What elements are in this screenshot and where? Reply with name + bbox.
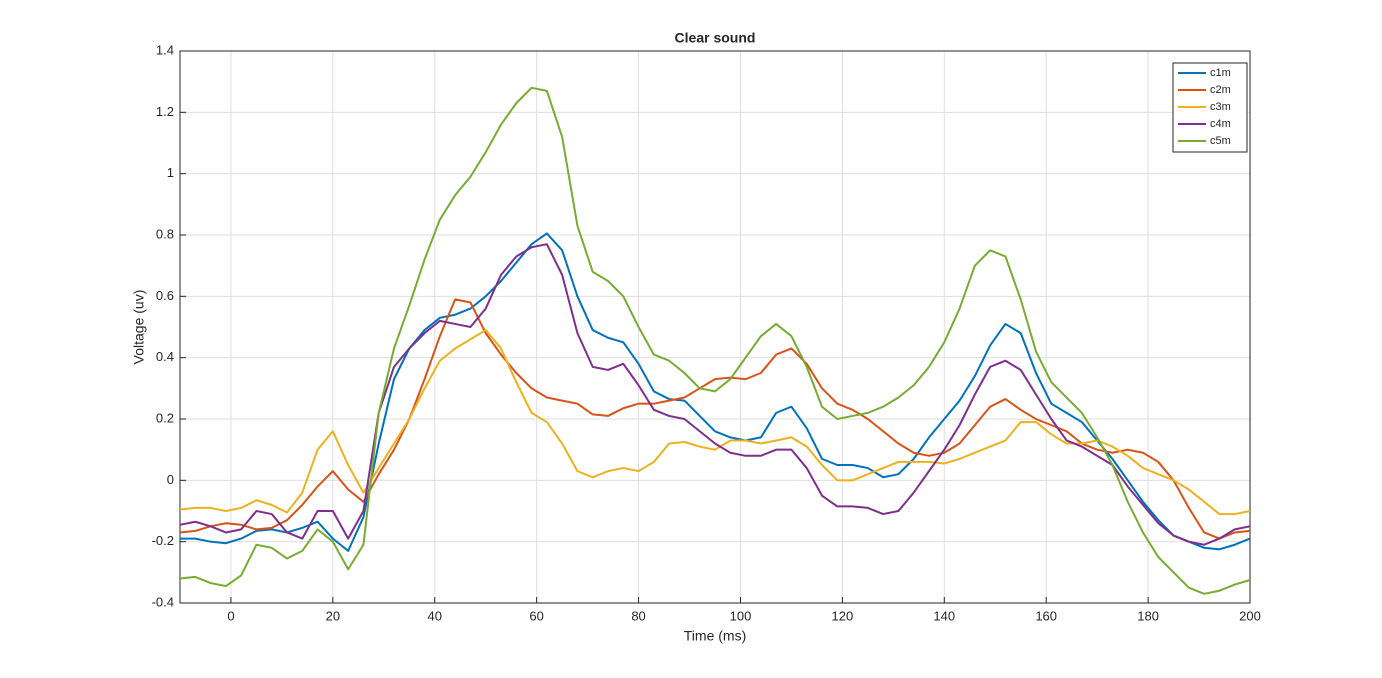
y-tick-label: 1 xyxy=(167,165,174,180)
y-tick-label: 0.4 xyxy=(156,349,174,364)
x-tick-label: 100 xyxy=(730,608,752,623)
y-tick-label: 1.2 xyxy=(156,104,174,119)
legend-label: c4m xyxy=(1210,118,1231,130)
series-line xyxy=(179,86,1251,595)
series-line xyxy=(180,232,1251,552)
y-tick-label: -0.4 xyxy=(152,594,174,609)
x-tick-label: 20 xyxy=(326,608,340,623)
y-tick-label: 0.6 xyxy=(156,288,174,303)
x-tick-label: 60 xyxy=(529,608,543,623)
legend-label: c5m xyxy=(1210,135,1231,147)
y-tick-label: 0.2 xyxy=(156,410,174,425)
x-tick-label: 120 xyxy=(832,608,854,623)
legend-label: c3m xyxy=(1210,101,1231,113)
x-tick-label: 160 xyxy=(1035,608,1057,623)
x-axis-label: Time (ms) xyxy=(684,628,746,644)
series-line xyxy=(179,243,1251,546)
legend-label: c1m xyxy=(1210,67,1231,79)
x-tick-label: 80 xyxy=(631,608,645,623)
series-line xyxy=(179,298,1251,540)
x-tick-label: 180 xyxy=(1137,608,1159,623)
plot-area xyxy=(180,51,1250,603)
y-tick-label: 0.8 xyxy=(156,226,174,241)
y-tick-label: 0 xyxy=(167,472,174,487)
axes-box xyxy=(179,50,1251,604)
chart-title: Clear sound xyxy=(675,30,756,46)
legend-label: c2m xyxy=(1210,84,1231,96)
y-tick-label: -0.2 xyxy=(152,533,174,548)
y-axis-label: Voltage (uv) xyxy=(131,290,147,365)
x-tick-label: 200 xyxy=(1239,608,1261,623)
x-tick-label: 140 xyxy=(933,608,955,623)
y-tick-label: 1.4 xyxy=(156,42,174,57)
x-tick-label: 0 xyxy=(227,608,234,623)
x-tick-label: 40 xyxy=(428,608,442,623)
